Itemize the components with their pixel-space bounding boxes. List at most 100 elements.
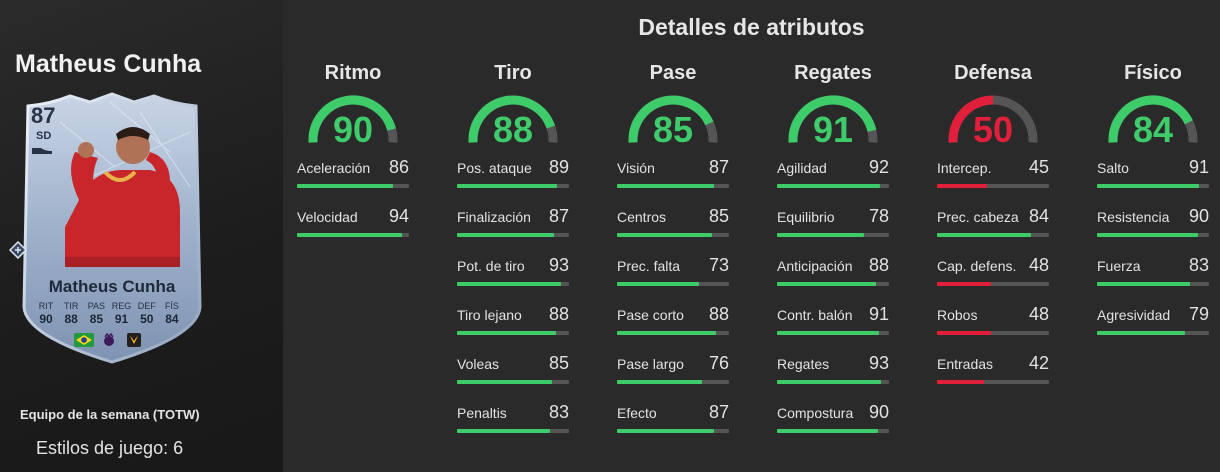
boot-icon <box>32 148 52 154</box>
category-value: 91 <box>812 109 854 150</box>
attribute-column: Ritmo 90 Aceleración 86 Velocidad 94 <box>297 62 409 258</box>
stat-bar-fill <box>777 233 865 237</box>
stat-row[interactable]: Cap. defens. 48 <box>937 255 1049 307</box>
category-gauge: 88 <box>465 92 561 150</box>
stat-value: 93 <box>548 255 569 275</box>
stat-label: Equilibrio <box>777 209 835 225</box>
stat-bar-track <box>777 184 889 188</box>
stat-row[interactable]: Tiro lejano 88 <box>457 304 569 356</box>
stat-bar-track <box>457 233 569 237</box>
player-card[interactable]: 87 SD <box>9 92 204 364</box>
card-stat: DEF 50 <box>137 301 156 326</box>
stat-row[interactable]: Agresividad 79 <box>1097 304 1209 356</box>
stat-row[interactable]: Centros 85 <box>617 206 729 258</box>
stat-label: Robos <box>937 307 978 323</box>
playstyles-count[interactable]: Estilos de juego: 6 <box>36 438 184 458</box>
stat-bar-track <box>777 233 889 237</box>
stat-label: Velocidad <box>297 209 358 225</box>
card-stats: RIT 90 TIR 88 PAS 85 REG 91 DEF 50 FÍS 84 <box>34 301 184 326</box>
category-name: Pase <box>649 62 697 84</box>
stat-row[interactable]: Prec. falta 73 <box>617 255 729 307</box>
stat-bar-fill <box>1097 233 1198 237</box>
stat-row[interactable]: Pos. ataque 89 <box>457 157 569 209</box>
stat-row[interactable]: Prec. cabeza 84 <box>937 206 1049 258</box>
stat-row[interactable]: Pase corto 88 <box>617 304 729 356</box>
category-value: 90 <box>332 109 374 150</box>
stat-row[interactable]: Entradas 42 <box>937 353 1049 405</box>
stat-bar-fill <box>617 282 699 286</box>
card-stat: RIT 90 <box>38 301 54 326</box>
stat-row[interactable]: Equilibrio 78 <box>777 206 889 258</box>
stat-label: Pase largo <box>617 356 684 372</box>
stat-row[interactable]: Contr. balón 91 <box>777 304 889 356</box>
gauge-fill <box>308 95 396 143</box>
stat-row[interactable]: Resistencia 90 <box>1097 206 1209 258</box>
stat-bar-track <box>297 233 409 237</box>
stat-bar-track <box>937 282 1049 286</box>
page-title: Detalles de atributos <box>638 14 865 40</box>
stat-row[interactable]: Efecto 87 <box>617 402 729 454</box>
stat-row[interactable]: Finalización 87 <box>457 206 569 258</box>
stat-label: Salto <box>1097 160 1129 176</box>
stat-row[interactable]: Anticipación 88 <box>777 255 889 307</box>
stat-bar-track <box>777 380 889 384</box>
category-value: 88 <box>492 109 534 150</box>
stat-label: Cap. defens. <box>937 258 1017 274</box>
brazil-flag-icon <box>74 333 94 347</box>
stat-value: 89 <box>548 157 569 177</box>
category-value: 50 <box>972 109 1014 150</box>
stat-row[interactable]: Fuerza 83 <box>1097 255 1209 307</box>
stat-row[interactable]: Regates 93 <box>777 353 889 405</box>
stat-label: Agilidad <box>777 160 827 176</box>
category-name: Ritmo <box>324 62 382 84</box>
stat-bar-track <box>457 331 569 335</box>
stat-row[interactable]: Penaltis 83 <box>457 402 569 454</box>
card-background <box>22 92 202 364</box>
stat-list: Aceleración 86 Velocidad 94 <box>297 157 409 258</box>
stat-value: 85 <box>708 206 729 226</box>
stat-row[interactable]: Agilidad 92 <box>777 157 889 209</box>
stat-bar-fill <box>457 429 550 433</box>
stat-bar-fill <box>777 282 876 286</box>
stat-bar-track <box>937 184 1049 188</box>
stat-label: Visión <box>617 160 655 176</box>
stat-value: 84 <box>1028 206 1049 226</box>
stat-bar-track <box>617 429 729 433</box>
gauge-fill <box>948 95 994 143</box>
category-value: 84 <box>1132 109 1174 150</box>
stat-label: Entradas <box>937 356 994 372</box>
stat-bar-fill <box>937 380 985 384</box>
stat-row[interactable]: Aceleración 86 <box>297 157 409 209</box>
stat-row[interactable]: Voleas 85 <box>457 353 569 405</box>
stat-bar-fill <box>617 184 715 188</box>
stat-row[interactable]: Salto 91 <box>1097 157 1209 209</box>
stat-value: 73 <box>708 255 729 275</box>
stat-bar-fill <box>457 380 553 384</box>
stat-row[interactable]: Intercep. 45 <box>937 157 1049 209</box>
stat-bar-fill <box>617 233 713 237</box>
stat-row[interactable]: Robos 48 <box>937 304 1049 356</box>
stat-bar-fill <box>617 331 716 335</box>
premier-league-icon <box>104 333 114 346</box>
stat-value: 91 <box>868 304 889 324</box>
stat-row[interactable]: Visión 87 <box>617 157 729 209</box>
gauge-fill <box>628 95 714 143</box>
gauge-fill <box>1108 95 1193 143</box>
stat-row[interactable]: Pot. de tiro 93 <box>457 255 569 307</box>
stat-value: 87 <box>548 206 569 226</box>
stat-bar-fill <box>1097 331 1186 335</box>
stat-bar-fill <box>777 380 882 384</box>
stat-row[interactable]: Velocidad 94 <box>297 206 409 258</box>
stat-row[interactable]: Compostura 90 <box>777 402 889 454</box>
stat-row[interactable]: Pase largo 76 <box>617 353 729 405</box>
stat-list: Salto 91 Resistencia 90 Fuerza 83 Agresividad 7… <box>1097 157 1209 356</box>
card-player-name: Matheus Cunha <box>48 277 176 296</box>
stat-bar-track <box>617 380 729 384</box>
stat-bar-fill <box>777 184 881 188</box>
stat-value: 48 <box>1028 255 1049 275</box>
stat-bar-track <box>457 184 569 188</box>
card-badges <box>74 333 144 347</box>
stat-bar-fill <box>457 184 557 188</box>
stat-bar-track <box>457 380 569 384</box>
attribute-column: Pase 85 Visión 87 Centros 85 Prec. falta 73 Pase… <box>617 62 729 454</box>
